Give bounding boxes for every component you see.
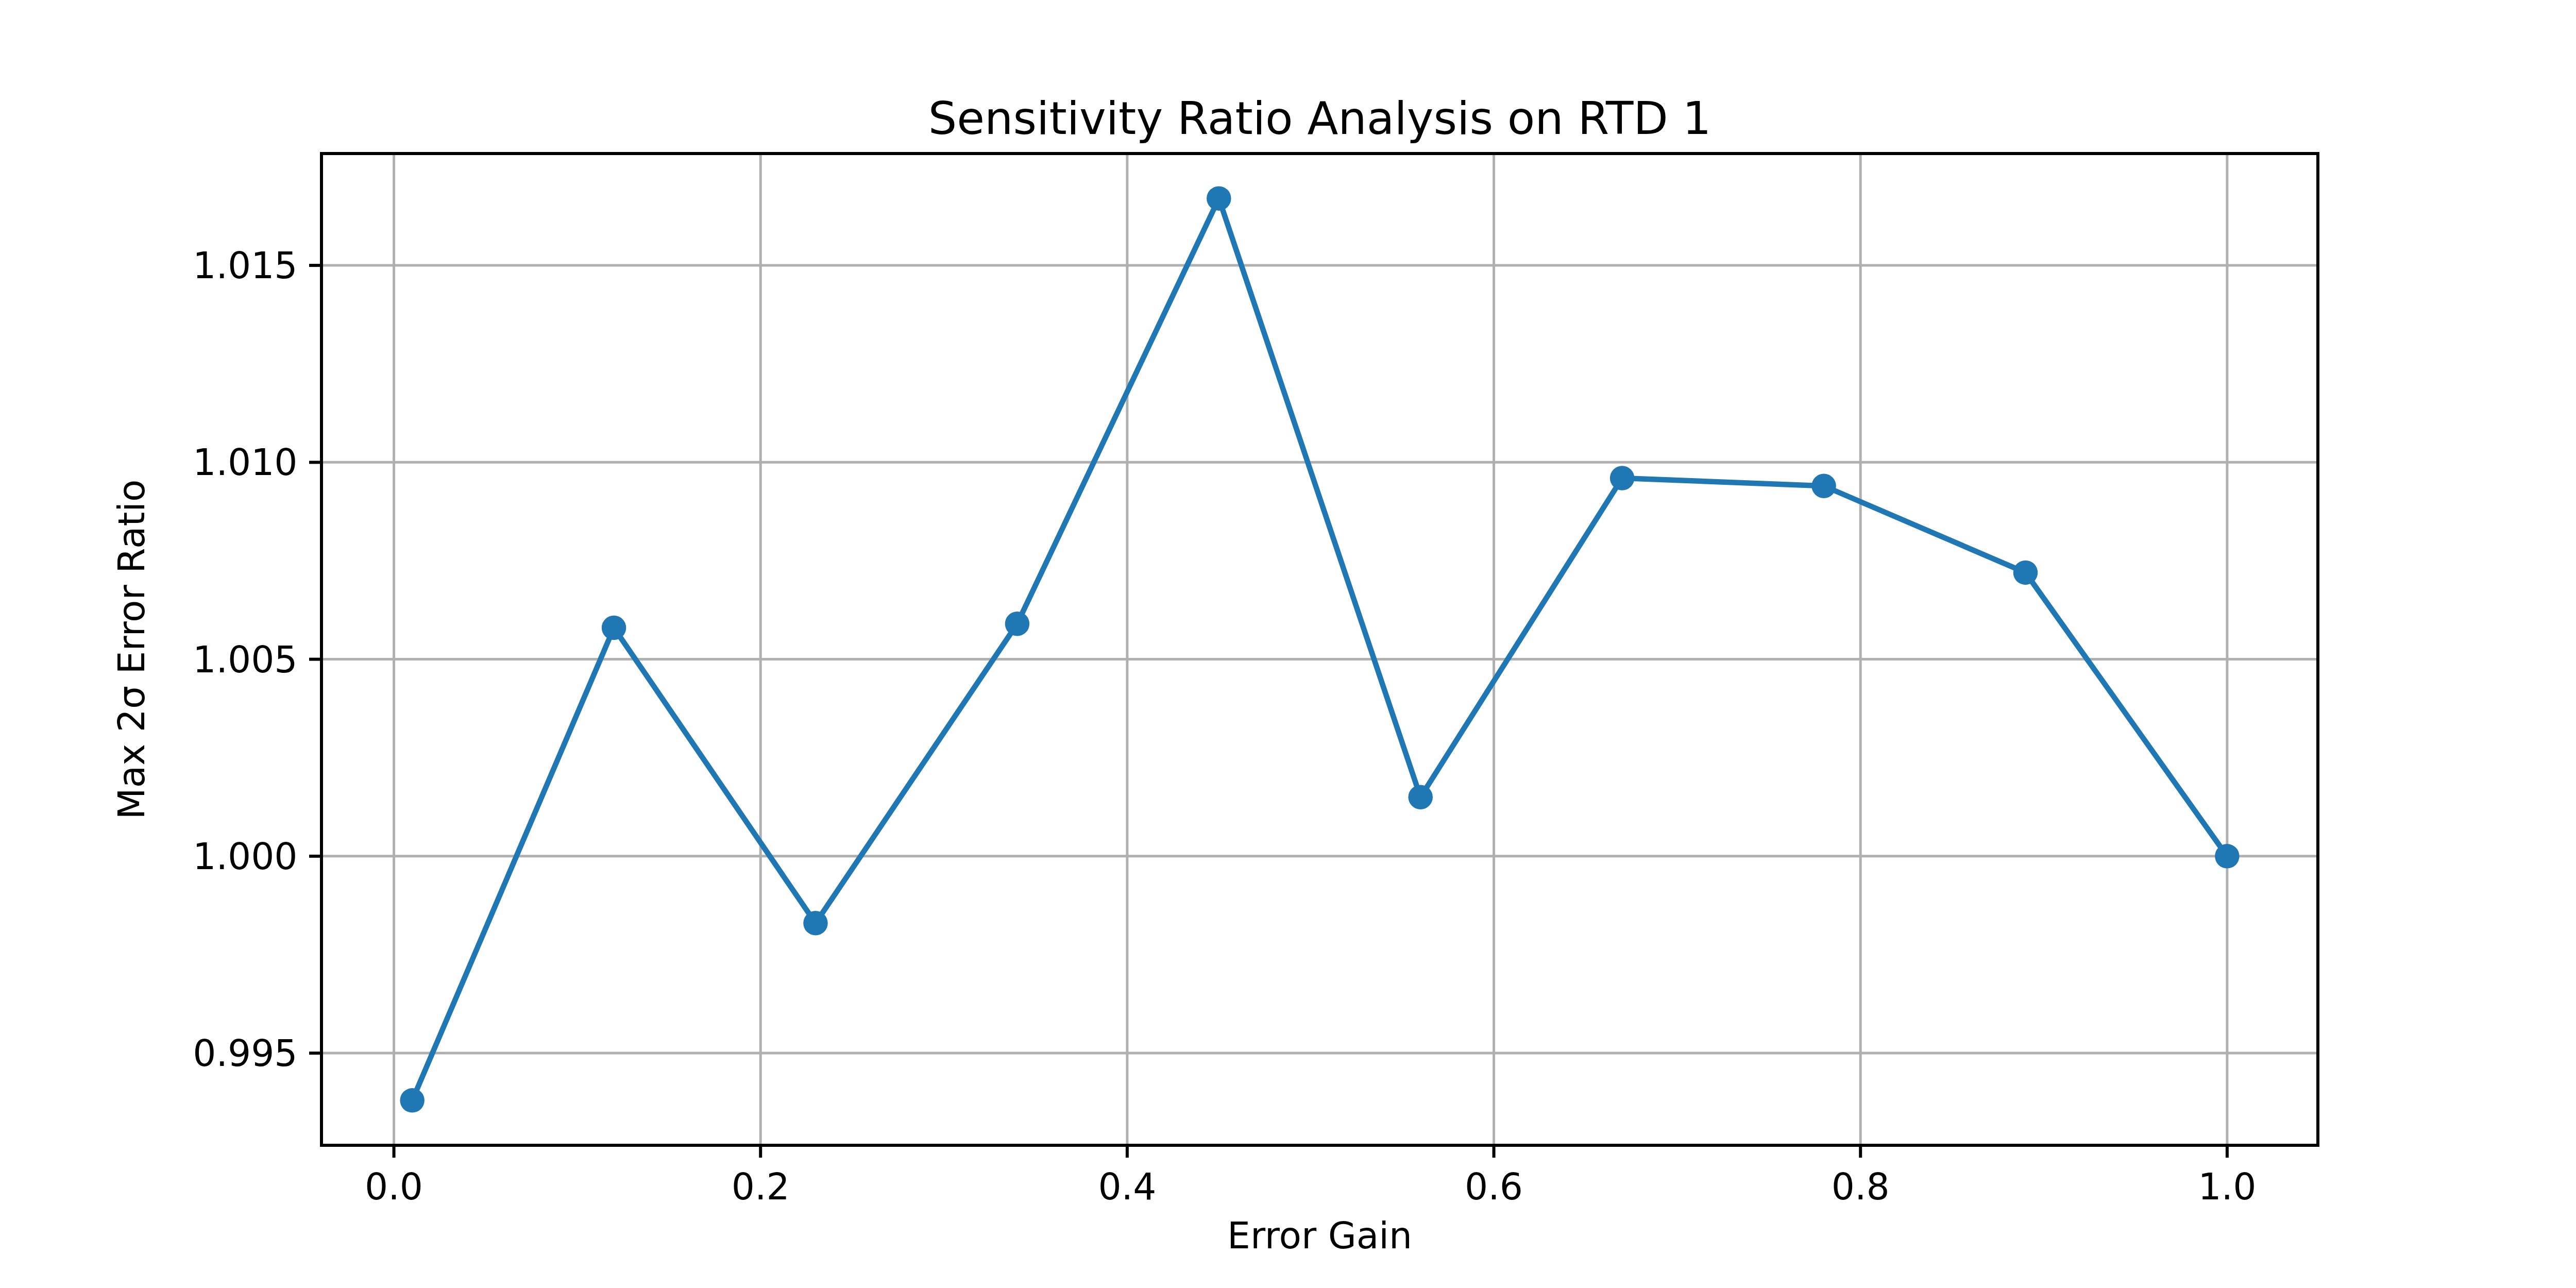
data-point-marker xyxy=(2013,561,2038,585)
data-point-marker xyxy=(1408,785,1433,809)
y-tick-label: 1.010 xyxy=(193,441,297,484)
figure-background xyxy=(0,0,2576,1288)
y-tick-label: 0.995 xyxy=(193,1032,297,1075)
y-tick-label: 1.015 xyxy=(193,244,297,287)
y-tick-label: 1.000 xyxy=(193,835,297,878)
x-tick-label: 0.4 xyxy=(1098,1165,1156,1208)
x-tick-label: 0.6 xyxy=(1465,1165,1523,1208)
x-tick-label: 1.0 xyxy=(2198,1165,2256,1208)
data-point-marker xyxy=(1811,474,1836,499)
x-tick-label: 0.8 xyxy=(1832,1165,1890,1208)
x-tick-label: 0.2 xyxy=(732,1165,790,1208)
data-point-marker xyxy=(602,616,626,640)
y-tick-label: 1.005 xyxy=(193,638,297,681)
line-chart-figure: 0.0 0.2 0.4 0.6 0.8 1.0 0.995 1.000 1.005 1.010 1… xyxy=(0,0,2576,1288)
x-tick-label: 0.0 xyxy=(365,1165,423,1208)
data-point-marker xyxy=(1207,186,1231,211)
x-axis-label: Error Gain xyxy=(1227,1214,1412,1257)
data-point-marker xyxy=(1610,466,1635,490)
data-point-marker xyxy=(803,911,828,936)
data-point-marker xyxy=(1005,612,1030,636)
y-axis-label: Max 2σ Error Ratio xyxy=(110,479,153,819)
chart-title: Sensitivity Ratio Analysis on RTD 1 xyxy=(928,92,1711,145)
data-point-marker xyxy=(2215,844,2240,869)
data-point-marker xyxy=(400,1088,425,1113)
